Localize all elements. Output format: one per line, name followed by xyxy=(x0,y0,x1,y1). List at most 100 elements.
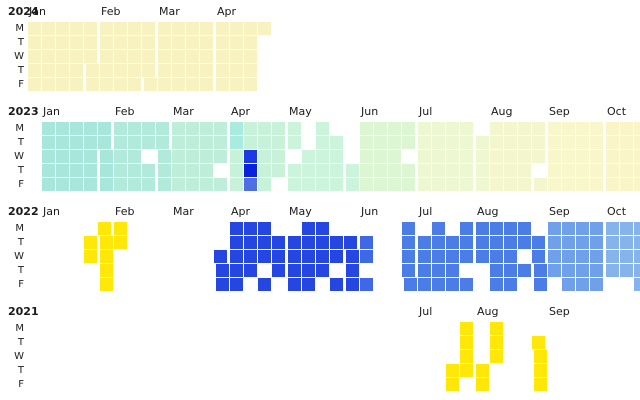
day-cell xyxy=(590,222,603,235)
weekday-label: T xyxy=(17,65,24,76)
day-cell xyxy=(100,278,113,291)
day-cell xyxy=(158,150,171,163)
day-cell xyxy=(186,36,199,49)
day-cell xyxy=(346,164,359,177)
day-cell xyxy=(532,236,545,249)
day-cell xyxy=(100,64,113,77)
day-cell xyxy=(620,136,633,149)
day-cell xyxy=(634,264,640,277)
day-cell xyxy=(620,122,633,135)
day-cell xyxy=(42,64,55,77)
day-cell xyxy=(360,236,373,249)
day-cell xyxy=(288,250,301,263)
year-section-2022: 2022 Jan Feb Mar Apr May Jun Jul Aug Sep Oct M T W T F xyxy=(0,200,640,300)
day-cell xyxy=(200,22,213,35)
day-cell xyxy=(460,236,473,249)
day-cell xyxy=(330,178,343,191)
day-cell xyxy=(158,50,171,63)
day-cell xyxy=(504,122,517,135)
month-label-aug: Aug xyxy=(477,205,499,218)
day-cell xyxy=(476,150,489,163)
day-cell xyxy=(158,164,171,177)
day-cell xyxy=(172,136,185,149)
day-cell xyxy=(288,278,301,291)
day-cell xyxy=(590,122,603,135)
month-label-feb: Feb xyxy=(101,5,121,18)
day-cell xyxy=(634,222,640,235)
day-cell xyxy=(476,250,489,263)
day-cell xyxy=(460,178,473,191)
day-cell xyxy=(432,222,445,235)
day-cell xyxy=(114,78,127,91)
day-cell xyxy=(576,250,589,263)
day-cell xyxy=(374,164,387,177)
day-cell xyxy=(634,150,640,163)
day-cell xyxy=(374,178,387,191)
day-cell xyxy=(172,164,185,177)
day-cell xyxy=(576,150,589,163)
day-cell xyxy=(144,78,157,91)
day-cell xyxy=(576,222,589,235)
day-cell xyxy=(576,278,589,291)
day-cell xyxy=(316,222,329,235)
day-cell xyxy=(518,222,531,235)
day-cell xyxy=(100,264,113,277)
month-label-aug: Aug xyxy=(491,105,513,118)
day-cell xyxy=(84,178,97,191)
day-cell xyxy=(476,222,489,235)
day-cell xyxy=(258,136,271,149)
day-cell xyxy=(214,150,227,163)
day-cell xyxy=(504,236,517,249)
day-cell xyxy=(418,150,431,163)
day-cell xyxy=(142,36,155,49)
day-cell xyxy=(70,64,83,77)
day-cell xyxy=(142,178,155,191)
day-cell xyxy=(158,36,171,49)
day-cell xyxy=(128,164,141,177)
day-cell xyxy=(418,136,431,149)
day-cell xyxy=(98,136,111,149)
day-cell xyxy=(172,22,185,35)
day-cell xyxy=(460,336,473,349)
day-cell xyxy=(216,78,229,91)
day-cell xyxy=(200,150,213,163)
day-cell xyxy=(84,122,97,135)
day-cell xyxy=(620,236,633,249)
day-cell xyxy=(316,122,329,135)
day-cell xyxy=(302,236,315,249)
day-cell xyxy=(432,150,445,163)
day-cell xyxy=(606,236,619,249)
weekday-label: M xyxy=(15,123,24,134)
day-cell xyxy=(230,150,243,163)
day-cell xyxy=(388,122,401,135)
day-cell xyxy=(142,122,155,135)
day-cell xyxy=(518,164,531,177)
day-cell xyxy=(606,164,619,177)
day-cell xyxy=(100,250,113,263)
day-cell xyxy=(446,178,459,191)
day-cell xyxy=(142,50,155,63)
day-cell xyxy=(476,236,489,249)
day-cell xyxy=(230,278,243,291)
day-cell xyxy=(330,136,343,149)
day-cell xyxy=(28,64,41,77)
day-cell xyxy=(360,250,373,263)
day-cell xyxy=(418,122,431,135)
day-cell xyxy=(142,64,155,77)
day-cell xyxy=(200,136,213,149)
day-cell xyxy=(460,164,473,177)
day-cell xyxy=(244,150,257,163)
day-cell xyxy=(460,122,473,135)
day-cell xyxy=(230,164,243,177)
day-cell xyxy=(244,178,257,191)
day-cell xyxy=(532,122,545,135)
day-cell xyxy=(230,36,243,49)
day-cell xyxy=(186,150,199,163)
month-label-jul: Jul xyxy=(419,105,433,118)
day-cell xyxy=(562,264,575,277)
month-label-sep: Sep xyxy=(549,305,570,318)
day-cell xyxy=(562,250,575,263)
day-cell xyxy=(460,278,473,291)
day-cell xyxy=(374,122,387,135)
day-cell xyxy=(158,178,171,191)
